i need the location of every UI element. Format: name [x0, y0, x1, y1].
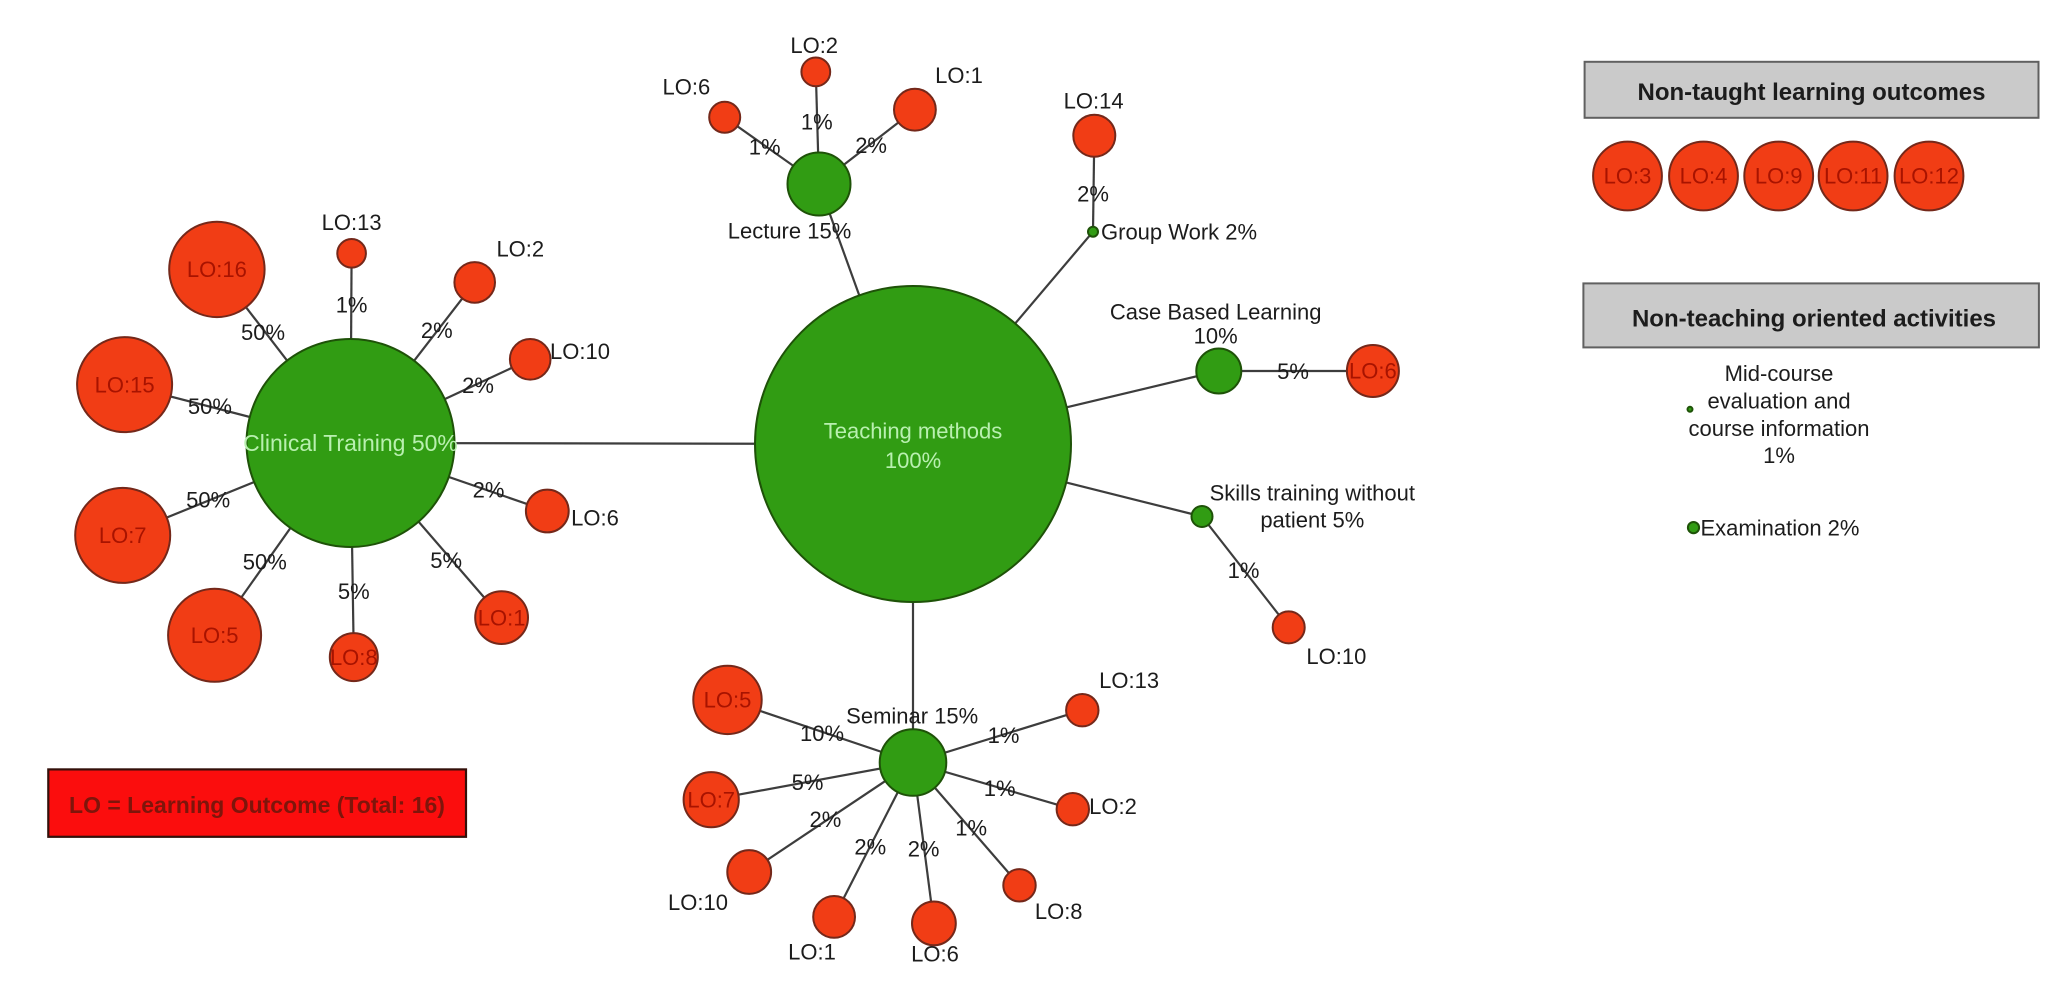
- svg-text:1%: 1%: [1228, 558, 1260, 583]
- svg-text:1%: 1%: [749, 134, 781, 159]
- svg-text:LO:4: LO:4: [1680, 164, 1728, 189]
- svg-text:100%: 100%: [885, 448, 941, 473]
- svg-text:LO:6: LO:6: [911, 942, 959, 967]
- svg-text:LO:2: LO:2: [1089, 794, 1137, 819]
- svg-text:10%: 10%: [1194, 324, 1238, 349]
- svg-text:50%: 50%: [241, 320, 285, 345]
- svg-text:evaluation and: evaluation and: [1707, 389, 1850, 414]
- svg-text:LO:6: LO:6: [1349, 359, 1397, 384]
- svg-text:LO:5: LO:5: [704, 688, 752, 713]
- svg-text:LO:10: LO:10: [550, 339, 610, 364]
- svg-text:50%: 50%: [186, 488, 230, 513]
- svg-text:LO:7: LO:7: [687, 787, 735, 812]
- svg-text:LO:2: LO:2: [790, 33, 838, 58]
- svg-text:LO:11: LO:11: [1824, 164, 1882, 189]
- svg-text:2%: 2%: [908, 836, 940, 861]
- svg-text:LO:14: LO:14: [1064, 89, 1124, 114]
- svg-text:LO:8: LO:8: [330, 645, 378, 670]
- svg-text:LO:12: LO:12: [1899, 164, 1959, 189]
- svg-text:LO:5: LO:5: [191, 623, 239, 648]
- svg-text:2%: 2%: [854, 835, 886, 860]
- svg-text:LO:16: LO:16: [187, 257, 247, 282]
- svg-text:LO:6: LO:6: [571, 506, 619, 531]
- svg-text:1%: 1%: [984, 776, 1016, 801]
- svg-text:LO:9: LO:9: [1755, 164, 1803, 189]
- svg-text:1%: 1%: [1763, 443, 1795, 468]
- svg-text:1%: 1%: [955, 815, 987, 840]
- svg-text:Seminar 15%: Seminar 15%: [846, 704, 978, 729]
- svg-text:LO:2: LO:2: [496, 236, 544, 261]
- svg-text:Non-teaching oriented activiti: Non-teaching oriented activities: [1632, 306, 1996, 333]
- svg-text:Skills training without: Skills training without: [1210, 480, 1415, 505]
- svg-text:2%: 2%: [473, 478, 505, 503]
- svg-text:LO:6: LO:6: [663, 75, 711, 100]
- svg-text:1%: 1%: [801, 110, 833, 135]
- svg-text:Mid-course: Mid-course: [1725, 361, 1834, 386]
- svg-text:LO:8: LO:8: [1035, 899, 1083, 924]
- svg-text:5%: 5%: [1277, 359, 1309, 384]
- svg-text:LO:10: LO:10: [668, 890, 728, 915]
- svg-text:LO:15: LO:15: [95, 372, 155, 397]
- svg-text:LO = Learning Outcome (Total:: LO = Learning Outcome (Total: 16): [69, 792, 445, 818]
- svg-text:Teaching methods: Teaching methods: [824, 419, 1003, 444]
- svg-text:1%: 1%: [336, 292, 368, 317]
- svg-text:Case Based Learning: Case Based Learning: [1110, 300, 1322, 325]
- svg-text:LO:10: LO:10: [1306, 644, 1366, 669]
- svg-text:LO:1: LO:1: [788, 940, 836, 965]
- svg-text:2%: 2%: [855, 133, 887, 158]
- svg-text:2%: 2%: [421, 318, 453, 343]
- svg-text:LO:13: LO:13: [1099, 668, 1159, 693]
- svg-text:course information: course information: [1689, 416, 1870, 441]
- svg-text:50%: 50%: [243, 550, 287, 575]
- svg-text:LO:13: LO:13: [322, 210, 382, 235]
- svg-text:50%: 50%: [188, 394, 232, 419]
- svg-text:2%: 2%: [1077, 181, 1109, 206]
- svg-text:LO:3: LO:3: [1604, 164, 1652, 189]
- svg-text:Non-taught learning outcomes: Non-taught learning outcomes: [1638, 79, 1986, 106]
- svg-text:patient 5%: patient 5%: [1260, 508, 1364, 533]
- svg-text:Lecture 15%: Lecture 15%: [728, 219, 852, 244]
- svg-text:1%: 1%: [988, 723, 1020, 748]
- svg-text:5%: 5%: [430, 548, 462, 573]
- svg-text:Group Work 2%: Group Work 2%: [1101, 220, 1257, 245]
- svg-text:2%: 2%: [462, 373, 494, 398]
- svg-text:10%: 10%: [800, 721, 844, 746]
- svg-text:LO:7: LO:7: [99, 523, 147, 548]
- svg-text:LO:1: LO:1: [935, 63, 983, 88]
- svg-text:Clinical Training 50%: Clinical Training 50%: [243, 430, 458, 456]
- svg-text:Examination 2%: Examination 2%: [1701, 516, 1860, 541]
- svg-text:5%: 5%: [792, 770, 824, 795]
- svg-text:2%: 2%: [810, 807, 842, 832]
- svg-text:5%: 5%: [338, 579, 370, 604]
- svg-text:LO:1: LO:1: [478, 605, 526, 630]
